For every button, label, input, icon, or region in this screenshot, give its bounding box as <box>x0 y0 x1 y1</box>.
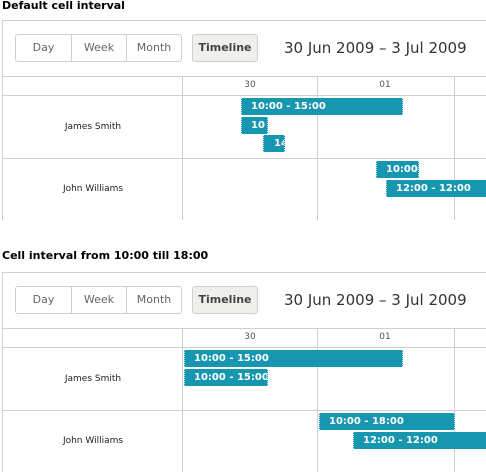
event-bar[interactable]: 12:00 - 12:00 <box>353 432 486 449</box>
column-divider <box>454 77 455 220</box>
timeline-button[interactable]: Timeline <box>192 34 258 62</box>
section-title: Cell interval from 10:00 till 18:00 <box>2 249 209 262</box>
event-bar[interactable]: 10:00 - 18:00 <box>319 413 455 430</box>
resource-name: James Smith <box>64 122 122 132</box>
event-bar[interactable]: 10:00 <box>376 161 419 178</box>
column-divider <box>454 329 455 472</box>
column-divider <box>182 77 183 220</box>
resource-name: James Smith <box>64 374 122 384</box>
column-divider <box>182 329 183 472</box>
grid-top-border <box>3 76 486 77</box>
week-button[interactable]: Week <box>71 287 126 313</box>
grid-top-border <box>3 328 486 329</box>
scheduler-custom-interval: Day Week Month Timeline 30 Jun 2009 – 3 … <box>2 272 486 472</box>
column-divider <box>317 77 318 220</box>
day-label: 30 <box>244 332 256 342</box>
day-label: 30 <box>244 80 256 90</box>
column-divider <box>317 329 318 472</box>
event-bar[interactable]: 10:00 - 15:00 <box>241 98 403 115</box>
row-divider <box>3 410 486 411</box>
row-divider <box>3 158 486 159</box>
timeline-header: 30 01 <box>3 329 486 348</box>
day-button[interactable]: Day <box>32 41 55 54</box>
toolbar: Day Week Month Timeline 30 Jun 2009 – 3 … <box>3 21 486 76</box>
timeline-header: 30 01 <box>3 77 486 96</box>
day-label: 01 <box>379 80 391 90</box>
view-button-group: Day Week Month <box>15 34 182 62</box>
toolbar: Day Week Month Timeline 30 Jun 2009 – 3 … <box>3 273 486 328</box>
day-button[interactable]: Day <box>32 293 55 306</box>
scheduler-default: Day Week Month Timeline 30 Jun 2009 – 3 … <box>2 20 486 220</box>
event-bar[interactable]: 10 <box>241 117 268 134</box>
day-label: 01 <box>379 332 391 342</box>
month-button[interactable]: Month <box>126 287 181 313</box>
section-title: Default cell interval <box>2 0 125 12</box>
date-range: 30 Jun 2009 – 3 Jul 2009 <box>284 291 467 309</box>
resource-name: John Williams <box>62 184 124 194</box>
date-range: 30 Jun 2009 – 3 Jul 2009 <box>284 39 467 57</box>
timeline-button[interactable]: Timeline <box>192 286 258 314</box>
month-button[interactable]: Month <box>126 35 181 61</box>
view-button-group: Day Week Month <box>15 286 182 314</box>
event-bar[interactable]: 10:00 - 15:00 <box>184 369 268 386</box>
event-bar[interactable]: 14 <box>263 135 285 152</box>
event-bar[interactable]: 10:00 - 15:00 <box>184 350 403 367</box>
week-button[interactable]: Week <box>71 35 126 61</box>
event-bar[interactable]: 12:00 - 12:00 <box>386 180 486 197</box>
resource-name: John Williams <box>62 436 124 446</box>
